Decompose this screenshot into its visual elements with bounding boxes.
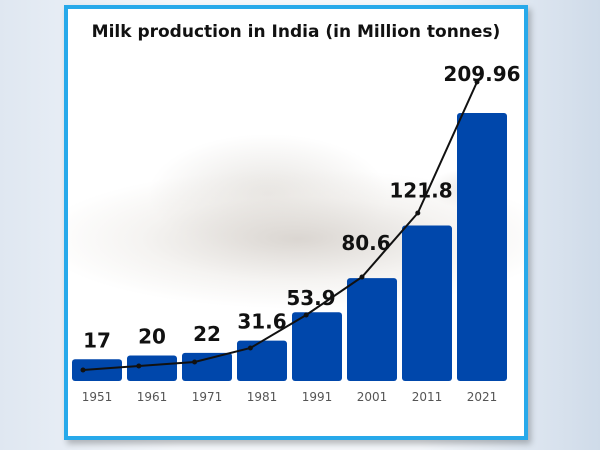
x-tick-label: 1961 — [137, 390, 168, 404]
data-label: 22 — [193, 322, 221, 346]
data-label: 17 — [83, 328, 111, 352]
data-label: 20 — [138, 324, 166, 348]
bar-1961 — [127, 355, 177, 381]
data-label: 53.9 — [286, 286, 335, 310]
trend-point — [136, 363, 142, 369]
x-tick-label: 1981 — [247, 390, 278, 404]
trend-point — [359, 274, 365, 280]
bar-2021 — [457, 113, 507, 381]
x-tick-label: 2011 — [412, 390, 443, 404]
x-tick-label: 1971 — [192, 390, 223, 404]
x-tick-label: 2001 — [357, 390, 388, 404]
data-label: 209.96 — [443, 62, 520, 86]
x-tick-label: 1991 — [302, 390, 333, 404]
trend-point — [474, 79, 480, 85]
data-label: 31.6 — [237, 310, 286, 334]
x-tick-label: 2021 — [467, 390, 498, 404]
bar-1971 — [182, 352, 232, 381]
bar-1991 — [292, 312, 342, 381]
trend-point — [415, 210, 421, 216]
trend-point — [247, 345, 253, 351]
data-label: 80.6 — [341, 231, 390, 255]
trend-point — [80, 367, 86, 373]
bar-1981 — [237, 340, 287, 381]
trend-point — [192, 359, 198, 365]
bar-2001 — [347, 278, 397, 381]
bar-2011 — [402, 225, 452, 381]
x-tick-label: 1951 — [82, 390, 113, 404]
data-label: 121.8 — [389, 179, 452, 203]
chart-title: Milk production in India (in Million ton… — [91, 22, 501, 42]
trend-line — [82, 81, 478, 371]
trend-point — [303, 312, 309, 318]
bar-1951 — [72, 359, 122, 381]
